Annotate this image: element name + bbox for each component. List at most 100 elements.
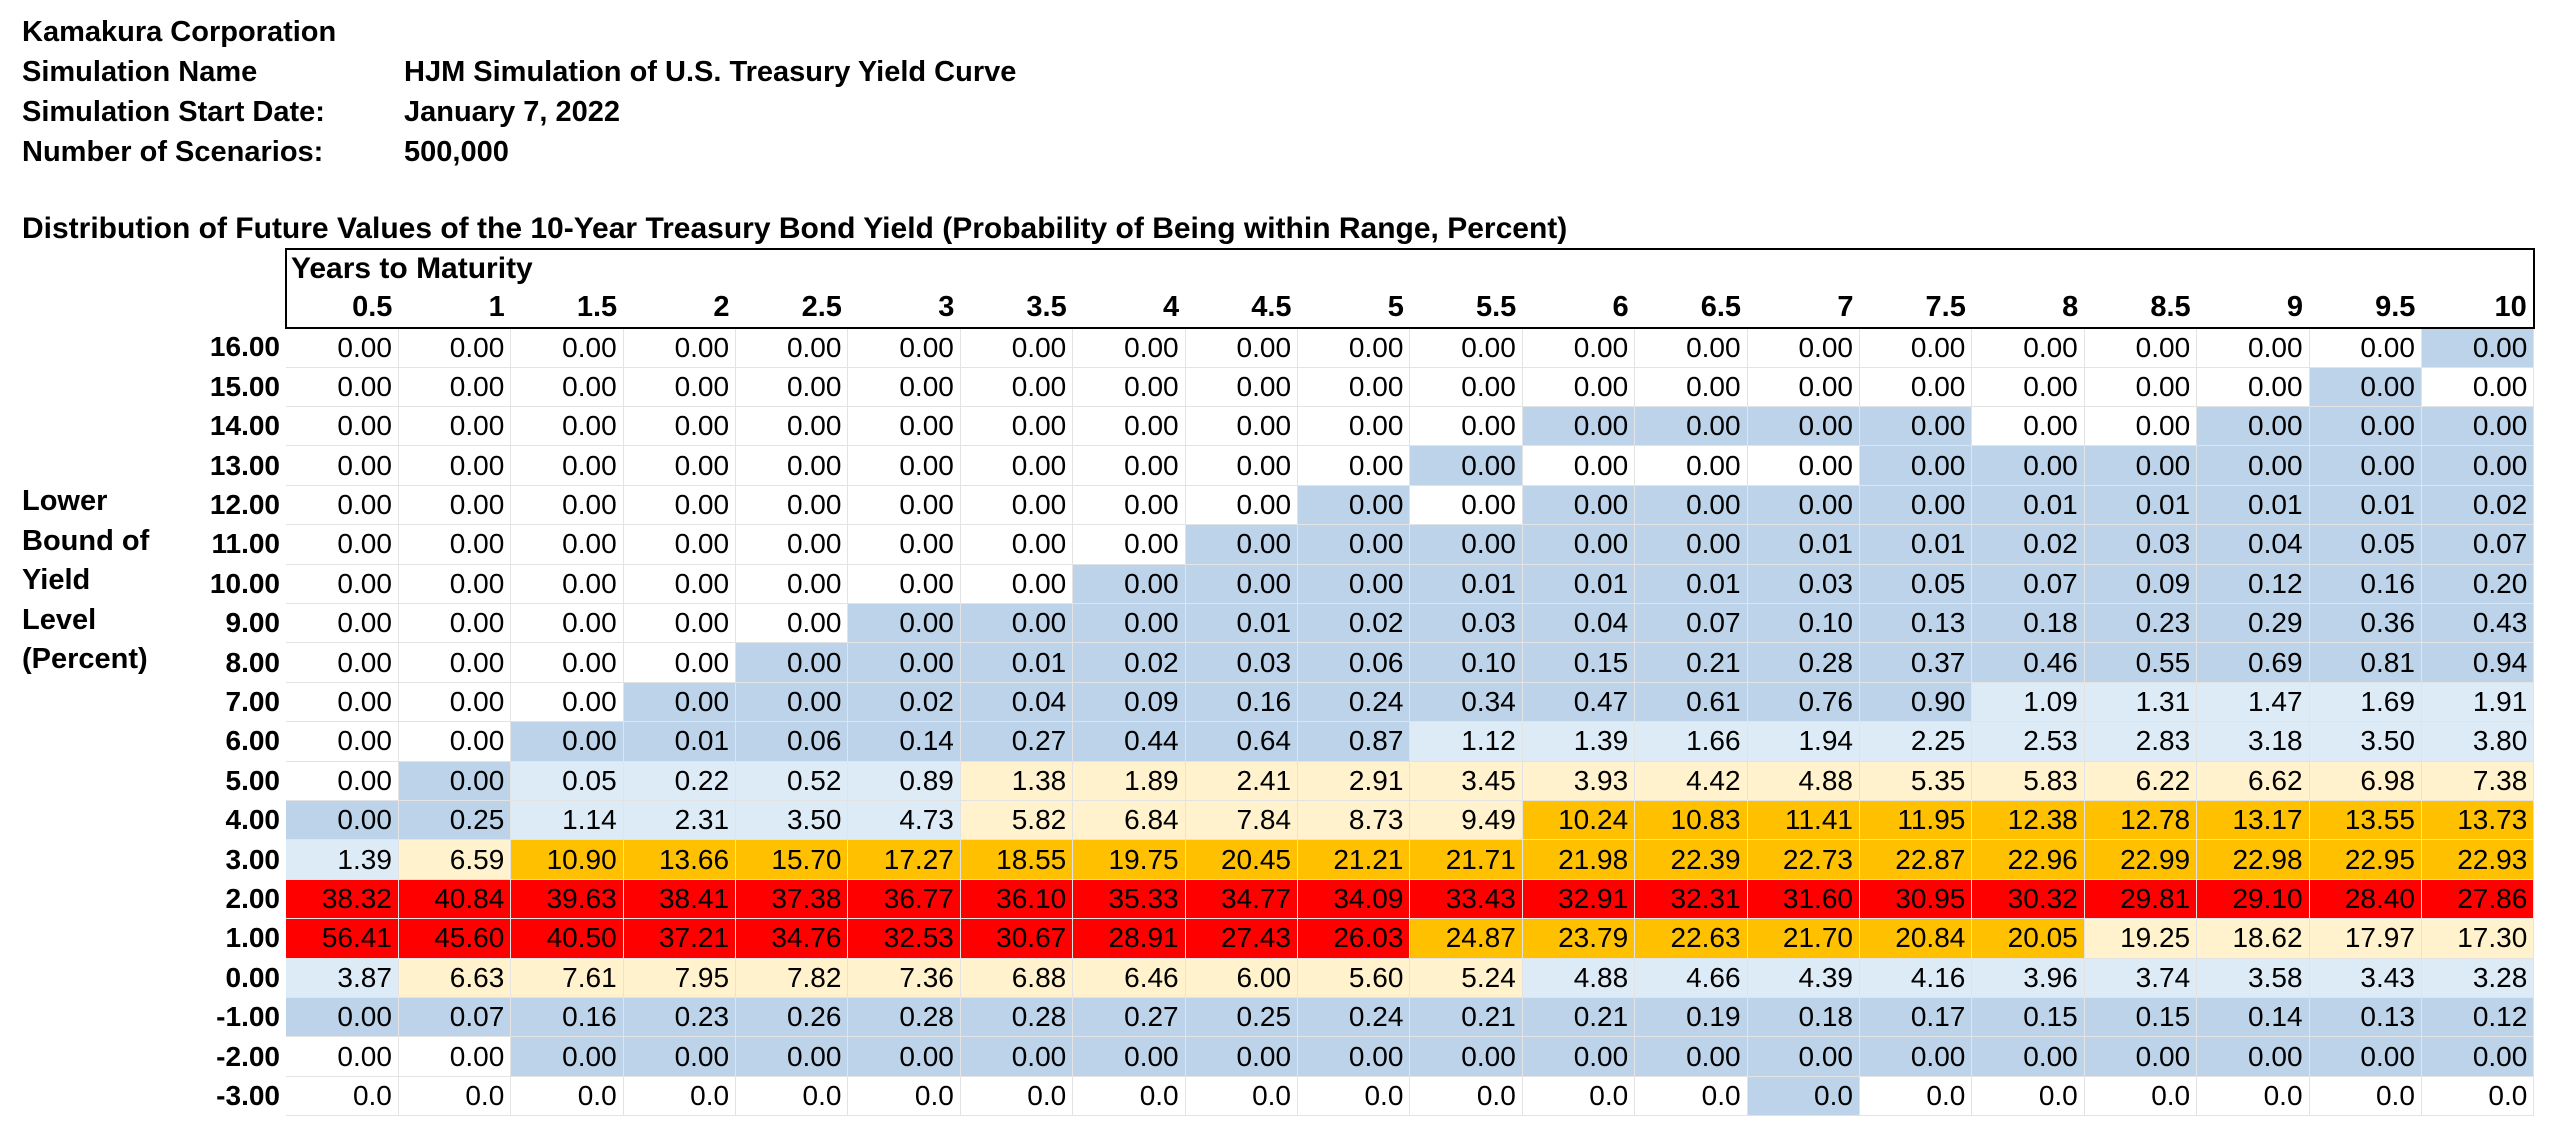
probability-cell: 0.00 [847,445,961,486]
probability-cell: 0.00 [2084,1036,2198,1077]
probability-cell: 20.05 [1971,918,2085,959]
probability-cell: 3.93 [1522,761,1636,801]
yield-level-label: 1.00 [225,922,281,954]
probability-cell: 0.00 [398,642,512,683]
probability-cell: 29.10 [2196,879,2310,920]
probability-cell: 0.00 [1747,406,1860,447]
probability-cell: 0.16 [510,997,624,1038]
probability-cell: 0.09 [1072,682,1186,723]
probability-cell: 0.0 [623,1076,737,1117]
company-name: Kamakura Corporation [22,15,337,48]
probability-cell: 0.05 [510,761,624,801]
yield-level-label: 3.00 [225,843,281,875]
probability-cell: 0.00 [510,406,624,447]
table-row: 9.00 0.00 0.00 0.00 0.00 0.00 0.00 0.00 0.00 0.01… [150,603,2535,644]
probability-cell: 0.01 [1747,524,1860,565]
probability-cell: 0.05 [1859,564,1973,605]
probability-cell: 0.00 [510,485,624,526]
table-row: 3.00 1.39 6.59 10.90 13.66 15.70 17.27 18.55 19.… [150,839,2535,880]
maturity-header: 0.5 [284,288,399,329]
probability-cell: 3.87 [286,958,399,998]
probability-cell: 0.00 [1297,1036,1411,1077]
probability-cell: 0.00 [1297,445,1411,486]
probability-cell: 0.00 [2084,445,2198,486]
probability-cell: 0.00 [847,406,961,447]
probability-cell: 0.00 [1522,1036,1636,1077]
probability-cell: 6.22 [2084,761,2198,801]
probability-cell: 27.86 [2421,879,2535,920]
probability-cell: 0.00 [1072,367,1186,408]
probability-cell: 0.00 [1185,367,1299,408]
table-row: 11.00 0.00 0.00 0.00 0.00 0.00 0.00 0.00 0.00 0.0… [150,524,2535,565]
probability-cell: 0.00 [286,1036,399,1077]
probability-cell: 45.60 [398,918,512,959]
table-row: 10.00 0.00 0.00 0.00 0.00 0.00 0.00 0.00 0.00 0.0… [150,564,2535,605]
probability-cell: 0.00 [847,327,961,368]
probability-cell: 0.16 [2309,564,2422,605]
probability-cell: 0.00 [1747,485,1860,526]
probability-cell: 0.02 [847,682,961,723]
maturity-header: 1 [398,288,511,329]
probability-cell: 0.00 [623,327,737,368]
probability-cell: 10.83 [1634,800,1748,841]
probability-cell: 4.39 [1747,958,1860,998]
probability-cell: 0.00 [1297,367,1411,408]
side-label-line: (Percent) [22,643,148,675]
probability-cell: 0.22 [623,761,737,801]
table-row: 13.00 0.00 0.00 0.00 0.00 0.00 0.00 0.00 0.00 0.0… [150,445,2535,486]
probability-cell: 6.98 [2309,761,2422,801]
probability-cell: 0.0 [2196,1076,2310,1117]
probability-cell: 34.09 [1297,879,1411,920]
yield-level-label: 11.00 [211,528,280,560]
probability-cell: 0.00 [1522,485,1636,526]
probability-cell: 6.59 [398,839,512,880]
probability-cell: 0.00 [623,564,737,605]
maturity-header: 4 [1072,288,1186,329]
probability-cell: 0.44 [1072,721,1186,762]
probability-cell: 0.00 [286,406,399,447]
probability-cell: 0.00 [960,524,1074,565]
probability-cell: 0.0 [1634,1076,1748,1117]
probability-cell: 31.60 [1747,879,1860,920]
probability-cell: 0.00 [623,485,737,526]
probability-cell: 0.00 [1971,406,2085,447]
probability-cell: 0.00 [510,642,624,683]
probability-cell: 0.0 [1297,1076,1411,1117]
probability-cell: 0.00 [2196,445,2310,486]
probability-cell: 0.00 [960,564,1074,605]
maturity-header: 4.5 [1185,288,1298,329]
probability-cell: 4.73 [847,800,961,841]
probability-cell: 10.24 [1522,800,1636,841]
probability-cell: 30.95 [1859,879,1973,920]
probability-cell: 0.00 [1971,1036,2085,1077]
yield-level-label: 12.00 [209,489,280,521]
yield-level-axis-label: Lower Bound of Yield Level (Percent) [22,482,149,680]
probability-cell: 0.00 [1072,406,1186,447]
probability-cell: 0.03 [2084,524,2198,565]
probability-cell: 0.00 [398,603,512,644]
yield-level-label: 9.00 [225,607,281,639]
probability-cell: 0.00 [735,603,849,644]
probability-cell: 0.00 [1859,327,1973,368]
probability-cell: 0.00 [960,327,1074,368]
probability-cell: 0.0 [2084,1076,2198,1117]
yield-level-label: 16.00 [209,331,280,363]
probability-cell: 0.0 [1522,1076,1636,1117]
probability-cell: 5.24 [1409,958,1523,998]
probability-cell: 0.00 [623,406,737,447]
probability-cell: 7.36 [847,958,961,998]
probability-cell: 0.09 [2084,564,2198,605]
probability-cell: 0.00 [1185,485,1299,526]
probability-cell: 0.00 [1859,406,1973,447]
probability-cell: 0.00 [1859,367,1973,408]
probability-cell: 0.00 [735,367,849,408]
yield-level-label: 2.00 [225,882,281,914]
probability-table-wrapper: Years to Maturity 0.5 1 1.5 2 2.5 3 3.5 4 4.5 5 5.… [150,247,2535,1117]
maturity-header: 9.5 [2309,288,2422,329]
probability-cell: 0.02 [1072,642,1186,683]
probability-cell: 0.00 [1185,1036,1299,1077]
probability-cell: 0.00 [286,682,399,723]
probability-cell: 0.21 [1634,642,1748,683]
probability-cell: 0.0 [2309,1076,2422,1117]
probability-cell: 0.00 [398,367,512,408]
